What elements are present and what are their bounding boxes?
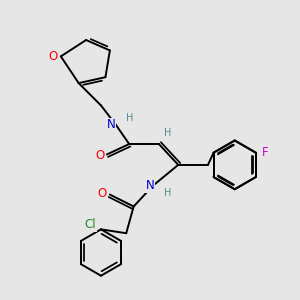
Text: H: H [125, 113, 133, 123]
Text: N: N [146, 179, 154, 192]
Text: O: O [98, 187, 107, 200]
Text: H: H [164, 188, 172, 198]
Text: F: F [261, 146, 268, 159]
Text: H: H [164, 128, 171, 138]
Text: O: O [96, 149, 105, 162]
Text: O: O [49, 50, 58, 63]
Text: N: N [107, 118, 116, 131]
Text: Cl: Cl [85, 218, 96, 231]
